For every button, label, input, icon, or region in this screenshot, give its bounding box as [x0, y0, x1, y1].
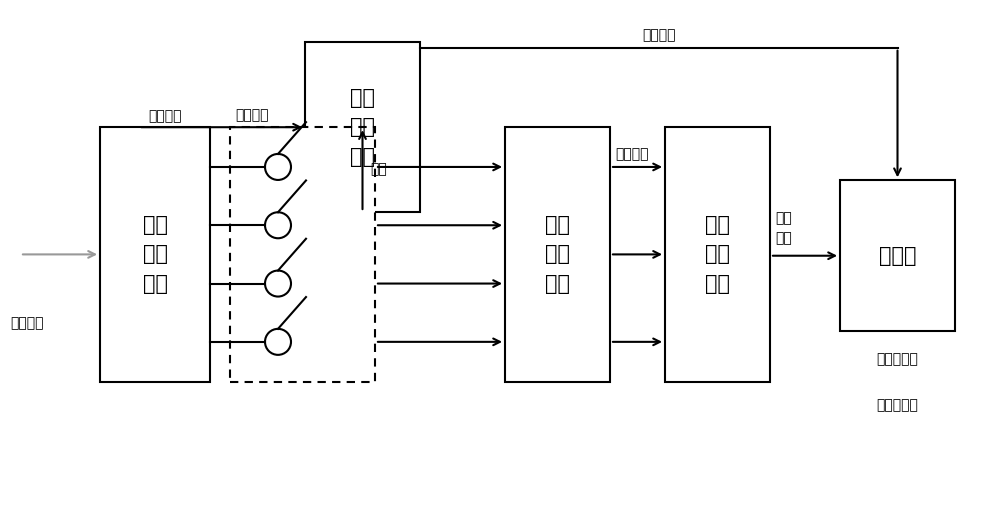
Text: 采样
信号: 采样 信号	[775, 211, 792, 245]
Bar	[230, 127, 375, 382]
Bar	[505, 127, 610, 382]
Text: 冲击
监测
前端: 冲击 监测 前端	[143, 215, 168, 294]
Text: 电压信号: 电压信号	[235, 108, 268, 122]
Text: 三元信号: 三元信号	[615, 148, 648, 162]
Text: 时间信事: 时间信事	[642, 29, 676, 42]
Text: 数字
随机
采样: 数字 随机 采样	[705, 215, 730, 294]
Bar	[305, 42, 420, 212]
Text: 冲击信号: 冲击信号	[10, 316, 44, 330]
Bar	[665, 127, 770, 382]
Text: 上位机: 上位机	[879, 246, 916, 266]
Bar	[100, 127, 210, 382]
Text: 电压信号: 电压信号	[149, 109, 182, 123]
Text: 采样
触发
模块: 采样 触发 模块	[350, 87, 375, 167]
Bar	[840, 180, 955, 331]
Text: 信号
转换
模块: 信号 转换 模块	[545, 215, 570, 294]
Text: 采样信号的

恢复与分析: 采样信号的 恢复与分析	[877, 352, 918, 412]
Text: 控制: 控制	[370, 163, 387, 176]
